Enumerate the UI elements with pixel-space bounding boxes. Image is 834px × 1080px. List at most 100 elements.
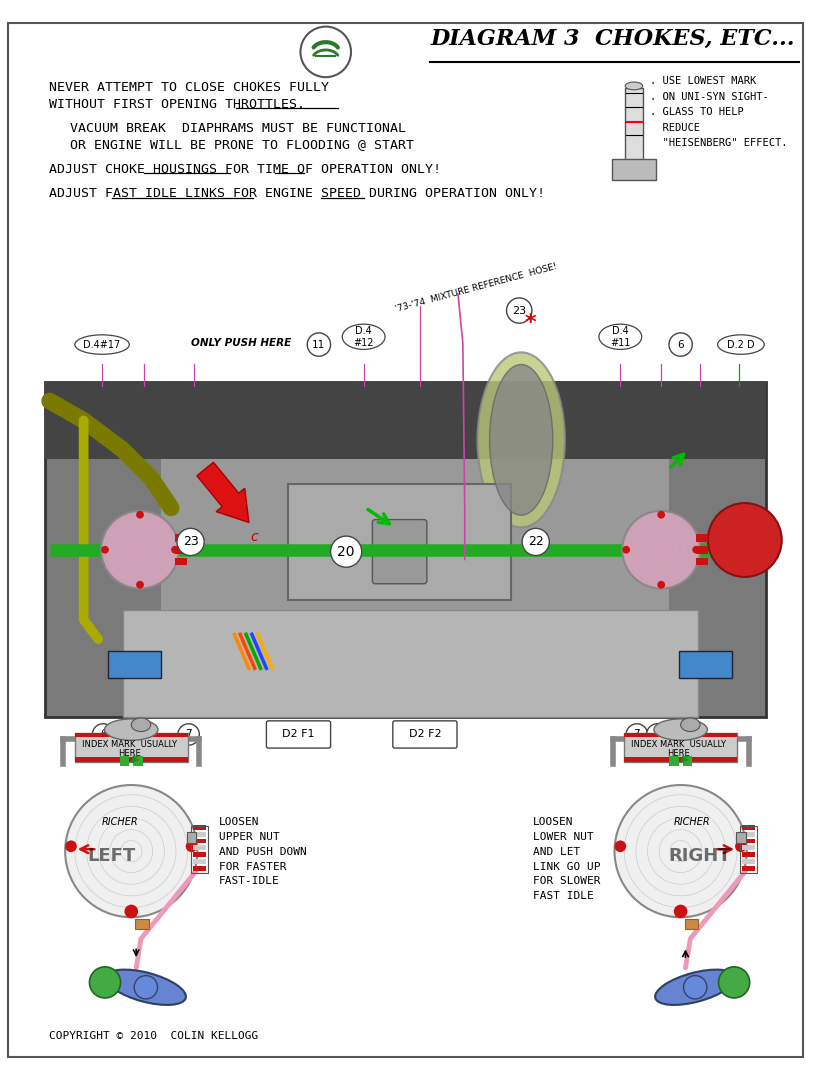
Bar [119,756,129,766]
Text: D2 F2: D2 F2 [409,729,441,740]
Bar [175,557,187,565]
Text: *: * [524,313,535,333]
Circle shape [113,724,135,745]
Circle shape [65,785,198,917]
Bar [742,859,756,864]
Bar [193,832,206,837]
Ellipse shape [477,352,565,527]
Text: 9: 9 [677,729,684,740]
Bar [123,610,698,717]
Bar [742,838,756,843]
Text: ONLY PUSH HERE: ONLY PUSH HERE [191,338,291,348]
Ellipse shape [681,718,700,731]
Bar [193,838,206,843]
Text: ADJUST FAST IDLE LINKS FOR ENGINE SPEED DURING OPERATION ONLY!: ADJUST FAST IDLE LINKS FOR ENGINE SPEED … [48,187,545,201]
Bar [626,87,643,161]
Bar [108,651,162,678]
Text: 11: 11 [312,339,325,350]
Text: 22: 22 [528,536,544,549]
Bar [193,866,206,870]
Text: 23: 23 [183,536,198,549]
Text: WITHOUT FIRST OPENING THROTTLES.: WITHOUT FIRST OPENING THROTTLES. [48,98,304,111]
Circle shape [674,905,687,918]
Bar [175,535,187,542]
Bar [696,557,708,565]
Bar [45,381,766,717]
Ellipse shape [599,324,641,350]
Text: REDUCE: REDUCE [650,123,700,133]
Bar [740,826,757,873]
Ellipse shape [626,82,643,90]
Circle shape [626,724,647,745]
Bar [742,832,756,837]
Bar [45,381,766,459]
Text: 6: 6 [100,729,107,740]
Bar [133,756,143,766]
Text: . USE LOWEST MARK: . USE LOWEST MARK [650,76,756,86]
Ellipse shape [131,718,151,731]
Bar [742,852,756,856]
Ellipse shape [656,970,736,1005]
Bar [685,919,698,929]
Circle shape [646,724,668,745]
Text: . ON UNI-SYN SIGHT-: . ON UNI-SYN SIGHT- [650,92,768,102]
Text: RICHER: RICHER [101,816,138,827]
Bar [742,846,756,850]
Bar [696,535,708,542]
Text: 23: 23 [512,306,526,315]
Circle shape [615,785,746,917]
Bar [175,545,187,554]
Text: COPYRIGHT © 2010  COLIN KELLOGG: COPYRIGHT © 2010 COLIN KELLOGG [48,1031,258,1041]
Circle shape [300,27,351,77]
FancyArrow shape [197,462,249,523]
Bar [696,545,708,554]
Circle shape [669,333,692,356]
Text: 7: 7 [634,729,641,740]
Text: LOOSEN
LOWER NUT
AND LET
LINK GO UP
FOR SLOWER
FAST IDLE: LOOSEN LOWER NUT AND LET LINK GO UP FOR … [533,818,600,901]
Bar [736,832,746,843]
Text: R: R [740,833,746,842]
Text: 5: 5 [654,729,661,740]
Bar [193,846,206,850]
Circle shape [134,975,158,999]
Ellipse shape [490,364,553,515]
Text: NEVER ATTEMPT TO CLOSE CHOKES FULLY: NEVER ATTEMPT TO CLOSE CHOKES FULLY [48,81,329,94]
Bar [742,866,756,870]
Text: 20: 20 [338,544,355,558]
Text: DIAGRAM 3  CHOKES, ETC...: DIAGRAM 3 CHOKES, ETC... [430,28,795,51]
Bar [682,756,692,766]
Text: RIGHT: RIGHT [669,847,731,865]
Text: . GLASS TO HELP: . GLASS TO HELP [650,107,743,117]
Circle shape [670,724,691,745]
Circle shape [124,905,138,918]
Text: OR ENGINE WILL BE PRONE TO FLOODING @ START: OR ENGINE WILL BE PRONE TO FLOODING @ ST… [70,138,414,151]
Circle shape [708,503,781,577]
Circle shape [186,840,198,852]
Text: VACUUM BREAK  DIAPHRAMS MUST BE FUNCTIONAL: VACUUM BREAK DIAPHRAMS MUST BE FUNCTIONA… [70,122,406,135]
Circle shape [657,581,665,589]
Circle shape [307,333,330,356]
Text: INDEX MARK  USUALLY: INDEX MARK USUALLY [82,740,177,748]
Circle shape [178,724,199,745]
Text: "HEISENBERG" EFFECT.: "HEISENBERG" EFFECT. [650,138,787,148]
Text: D.4#17: D.4#17 [83,339,121,350]
Text: LOOSEN
UPPER NUT
AND PUSH DOWN
FOR FASTER
FAST-IDLE: LOOSEN UPPER NUT AND PUSH DOWN FOR FASTE… [219,818,307,887]
Circle shape [136,511,144,518]
Bar [624,732,737,761]
Circle shape [622,511,700,589]
Circle shape [506,298,532,323]
Bar [624,757,737,761]
Circle shape [93,724,113,745]
Bar [75,757,188,761]
Circle shape [101,545,109,554]
Circle shape [65,840,77,852]
Circle shape [615,840,626,852]
Bar [75,732,188,738]
Circle shape [177,528,204,555]
Circle shape [522,528,550,555]
Bar [193,825,206,829]
Bar [679,651,732,678]
Text: HERE: HERE [118,750,141,758]
Circle shape [692,545,700,554]
FancyBboxPatch shape [393,720,457,748]
